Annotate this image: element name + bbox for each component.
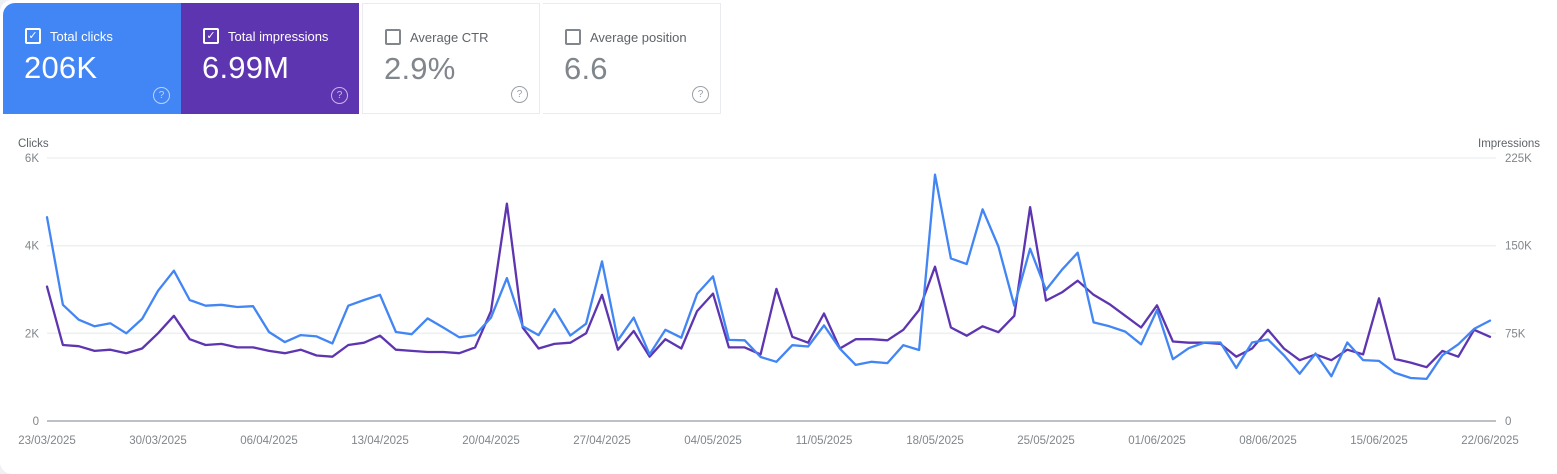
metric-cards: ✓ Total clicks 206K ? ✓ Total impression…: [3, 3, 721, 114]
x-tick-label: 27/04/2025: [573, 435, 631, 447]
y-right-tick-label: 0: [1505, 416, 1511, 428]
x-tick-label: 11/05/2025: [796, 435, 853, 447]
series-line-impressions: [45, 202, 1492, 369]
card-average-ctr[interactable]: Average CTR 2.9% ?: [362, 3, 540, 114]
card-head: ✓ Total clicks: [25, 28, 171, 44]
card-label: Average CTR: [410, 29, 489, 45]
card-label: Average position: [590, 29, 687, 45]
checkbox-total-clicks[interactable]: ✓: [25, 28, 41, 44]
x-tick-label: 06/04/2025: [240, 435, 298, 447]
card-head: ✓ Total impressions: [203, 28, 349, 44]
help-icon[interactable]: ?: [692, 86, 709, 103]
help-icon[interactable]: ?: [511, 86, 528, 103]
y-left-tick-label: 6K: [25, 153, 39, 165]
card-head: Average CTR: [385, 29, 529, 45]
y-right-tick-label: 75K: [1505, 328, 1526, 340]
y-left-axis-title: Clicks: [18, 138, 49, 150]
x-tick-label: 13/04/2025: [351, 435, 409, 447]
y-right-axis-title: Impressions: [1478, 138, 1540, 150]
y-right-tick-label: 225K: [1505, 153, 1532, 165]
x-tick-label: 22/06/2025: [1461, 435, 1519, 447]
x-tick-label: 04/05/2025: [684, 435, 742, 447]
x-tick-label: 01/06/2025: [1128, 435, 1186, 447]
x-tick-label: 23/03/2025: [18, 435, 76, 447]
card-total-impressions[interactable]: ✓ Total impressions 6.99M ?: [181, 3, 359, 114]
checkbox-average-position[interactable]: [565, 29, 581, 45]
x-tick-label: 30/03/2025: [129, 435, 187, 447]
card-label: Total clicks: [50, 28, 113, 44]
y-left-tick-label: 2K: [25, 328, 39, 340]
help-icon[interactable]: ?: [153, 87, 170, 104]
y-left-tick-label: 0: [33, 416, 39, 428]
x-tick-label: 25/05/2025: [1017, 435, 1075, 447]
y-right-tick-label: 150K: [1505, 241, 1532, 253]
card-total-clicks[interactable]: ✓ Total clicks 206K ?: [3, 3, 181, 114]
series-line-clicks: [45, 173, 1492, 381]
card-value: 6.6: [564, 51, 608, 86]
card-label: Total impressions: [228, 28, 329, 44]
x-tick-label: 20/04/2025: [462, 435, 520, 447]
card-value: 2.9%: [384, 51, 456, 86]
card-average-position[interactable]: Average position 6.6 ?: [543, 3, 721, 114]
x-tick-label: 18/05/2025: [906, 435, 964, 447]
card-head: Average position: [565, 29, 710, 45]
card-value: 6.99M: [202, 50, 290, 85]
y-left-tick-label: 4K: [25, 241, 39, 253]
card-value: 206K: [24, 50, 98, 85]
x-tick-label: 15/06/2025: [1350, 435, 1408, 447]
x-tick-label: 08/06/2025: [1239, 435, 1297, 447]
help-icon[interactable]: ?: [331, 87, 348, 104]
checkbox-total-impressions[interactable]: ✓: [203, 28, 219, 44]
checkbox-average-ctr[interactable]: [385, 29, 401, 45]
